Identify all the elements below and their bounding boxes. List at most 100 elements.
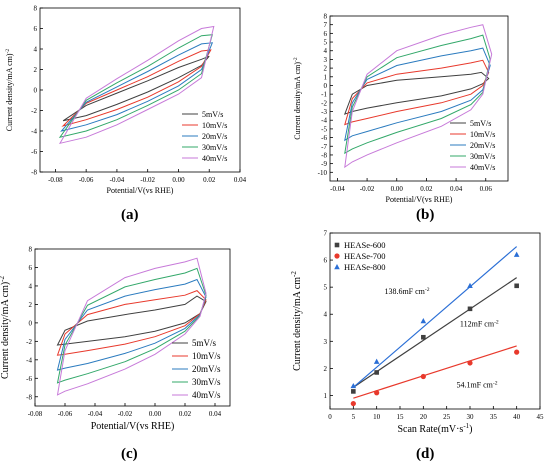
plot-frame bbox=[329, 232, 541, 410]
data-point bbox=[467, 282, 473, 288]
data-point bbox=[351, 389, 356, 394]
y-tick-label: -8 bbox=[321, 151, 327, 159]
y-tick-label: -6 bbox=[26, 375, 32, 383]
cv-loop-5mvs bbox=[56, 295, 207, 346]
caption-b: (b) bbox=[416, 207, 435, 223]
legend-marker bbox=[334, 264, 340, 270]
x-tick-label: 30 bbox=[467, 413, 475, 421]
data-point bbox=[513, 251, 520, 257]
legend-label: 30mV/s bbox=[192, 377, 221, 387]
data-point bbox=[514, 349, 520, 355]
caption-a: (a) bbox=[121, 207, 139, 223]
y-tick-label: 4 bbox=[324, 311, 328, 319]
x-tick-label: -0.04 bbox=[330, 185, 345, 193]
x-tick-label: 0.06 bbox=[480, 185, 493, 193]
y-axis-label: Current density/mA cm)-2 bbox=[0, 275, 11, 379]
cv-loop-5mvs bbox=[343, 71, 490, 115]
y-axis-label: Current density/mA cm-2 bbox=[290, 271, 303, 371]
legend-marker bbox=[334, 253, 340, 259]
y-tick-label: -4 bbox=[31, 128, 37, 136]
data-point bbox=[467, 360, 473, 366]
x-axis-label: Scan Rate(mV·s-1) bbox=[397, 422, 472, 435]
chart-b: -0.04 -0.02 0.00 0.02 0.04 0.06-10-9-8-7-6-5-… bbox=[293, 13, 509, 204]
x-tick-label: -0.08 bbox=[28, 410, 43, 418]
y-axis-label: Current density/mA cm)-2 bbox=[293, 57, 302, 140]
x-tick-label: 40 bbox=[513, 413, 521, 421]
caption-c: (c) bbox=[121, 446, 138, 462]
data-point bbox=[420, 318, 427, 324]
x-tick-label: 35 bbox=[490, 413, 498, 421]
x-tick-label: 5 bbox=[352, 413, 356, 421]
y-tick-label: 5 bbox=[324, 39, 328, 47]
y-tick-label: 4 bbox=[29, 282, 33, 290]
x-tick-label: 0.00 bbox=[172, 176, 185, 184]
x-axis-label: Potential/V(vs RHE) bbox=[107, 186, 174, 195]
y-tick-label: 8 bbox=[34, 5, 38, 13]
legend-label: 5mV/s bbox=[202, 110, 223, 119]
y-tick-label: -4 bbox=[26, 356, 32, 364]
x-tick-label: -0.06 bbox=[58, 410, 73, 418]
legend-label: 30mV/s bbox=[202, 143, 227, 152]
slope-annotation: 138.6mF cm-2 bbox=[384, 287, 429, 296]
data-point bbox=[350, 382, 357, 389]
data-point bbox=[421, 334, 426, 340]
y-tick-label: -7 bbox=[321, 143, 327, 151]
x-tick-label: 25 bbox=[443, 413, 451, 421]
legend-label: HEASe-600 bbox=[344, 240, 386, 250]
x-tick-label: -0.04 bbox=[110, 176, 125, 184]
x-tick-label: 20 bbox=[420, 413, 428, 421]
cv-loop-20mvs bbox=[344, 47, 491, 142]
x-tick-label: -0.02 bbox=[140, 176, 155, 184]
y-tick-label: 2 bbox=[324, 65, 328, 73]
y-tick-label: 6 bbox=[34, 25, 38, 33]
x-tick-label: 0.00 bbox=[391, 185, 404, 193]
y-tick-label: -6 bbox=[31, 148, 37, 156]
x-tick-label: 45 bbox=[537, 413, 545, 421]
data-point bbox=[420, 373, 426, 380]
legend-label: 20mV/s bbox=[470, 141, 495, 150]
y-tick-label: -8 bbox=[31, 169, 37, 177]
legend-label: 20mV/s bbox=[202, 132, 227, 141]
legend-label: 5mV/s bbox=[470, 119, 491, 128]
y-tick-label: -6 bbox=[321, 134, 327, 142]
y-tick-label: 8 bbox=[29, 246, 33, 254]
legend-label: 30mV/s bbox=[470, 152, 495, 161]
x-tick-label: 0.04 bbox=[209, 410, 222, 418]
y-tick-label: 4 bbox=[324, 47, 328, 55]
y-tick-label: -8 bbox=[26, 393, 32, 401]
legend-label: 10mV/s bbox=[470, 130, 495, 139]
legend-label: HEASe-800 bbox=[344, 262, 386, 272]
x-tick-label: 0.04 bbox=[234, 176, 247, 184]
slope-annotation: 54.1mF cm-2 bbox=[456, 380, 497, 389]
y-tick-label: 0 bbox=[34, 87, 38, 95]
x-tick-label: 15 bbox=[397, 413, 405, 421]
x-tick-label: -0.04 bbox=[88, 410, 103, 418]
data-point bbox=[467, 306, 473, 312]
x-tick-label: -0.06 bbox=[79, 176, 94, 184]
cv-loop-40mvs bbox=[56, 257, 207, 396]
legend-label: 10mV/s bbox=[202, 121, 227, 130]
fit-line bbox=[353, 345, 517, 399]
caption-d: (d) bbox=[416, 446, 435, 462]
y-tick-label: -4 bbox=[321, 117, 327, 125]
x-tick-label: 0 bbox=[328, 413, 332, 421]
x-tick-label: 0.02 bbox=[203, 176, 216, 184]
y-tick-label: 8 bbox=[324, 13, 328, 21]
cv-loop-10mvs bbox=[61, 49, 212, 127]
legend-marker bbox=[334, 242, 340, 248]
y-axis-label: Current density/mA cm)-2 bbox=[5, 49, 14, 132]
y-tick-label: 6 bbox=[324, 30, 328, 38]
y-tick-label: -5 bbox=[321, 125, 327, 133]
x-tick-label: 0.00 bbox=[149, 410, 162, 418]
data-point bbox=[373, 358, 380, 364]
legend-label: 20mV/s bbox=[192, 364, 221, 374]
y-tick-label: 7 bbox=[324, 21, 328, 29]
y-tick-label: 0 bbox=[29, 319, 33, 327]
x-tick-label: -0.02 bbox=[118, 410, 133, 418]
y-tick-label: 5 bbox=[324, 284, 328, 292]
legend-label: 40mV/s bbox=[202, 154, 227, 163]
plot-frame bbox=[34, 248, 231, 407]
x-tick-label: 0.02 bbox=[179, 410, 192, 418]
